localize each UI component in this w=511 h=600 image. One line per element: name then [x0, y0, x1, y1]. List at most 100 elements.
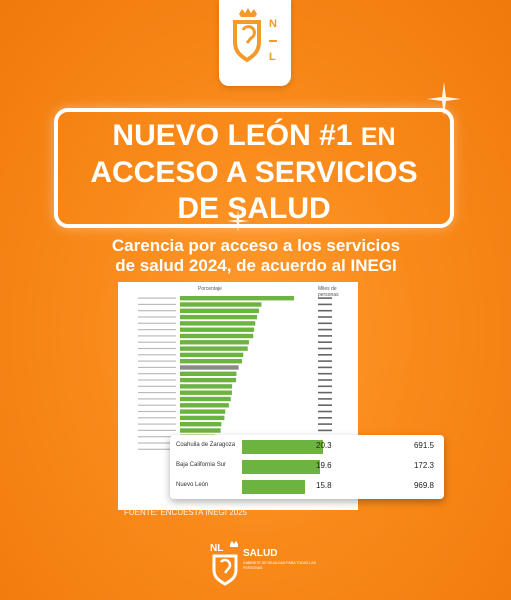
background-bar — [180, 428, 221, 433]
headline-line3: DE SALUD — [177, 192, 331, 225]
bar-coahuila — [242, 440, 324, 454]
background-row-miles — [318, 335, 332, 337]
background-row-label — [138, 303, 176, 305]
background-row-label — [138, 335, 176, 337]
headline-line1-suffix: EN — [360, 123, 396, 151]
footer-tagline: GABINETE DE IGUALDAD PARA TODAS LAS PERS… — [243, 561, 316, 570]
background-bar — [180, 302, 262, 307]
background-row-label — [138, 310, 176, 312]
state-name-nl: Nuevo León — [176, 482, 209, 488]
source-note: FUENTE: ENCUESTA INEGI 2025 — [124, 508, 247, 517]
zoomed-comparison-table: Coahuila de Zaragoza 20.3 691.5 Baja Cal… — [170, 435, 444, 499]
nl-shield-icon: N L — [233, 8, 277, 63]
background-row-miles — [318, 354, 332, 356]
background-row-miles — [318, 316, 332, 318]
background-bar — [180, 365, 239, 370]
background-row-label — [138, 417, 176, 419]
background-bar — [180, 296, 294, 301]
salud-logo: NL — [208, 540, 318, 586]
background-row-miles — [318, 372, 332, 375]
header-porcentaje: Porcentaje — [198, 286, 222, 292]
miles-nl: 969.8 — [413, 481, 434, 490]
background-row-label — [138, 297, 176, 299]
headline-box: NUEVO LEÓN #1 EN ACCESO A SERVICIOS DE S… — [54, 108, 454, 228]
sparkle-icon — [227, 210, 249, 232]
headline-line1: NUEVO LEÓN #1 EN — [58, 118, 450, 155]
footer-dept: SALUD — [243, 548, 278, 559]
zoom-row-nl: Nuevo León 15.8 969.8 — [170, 477, 444, 497]
state-name-coahuila: Coahuila de Zaragoza — [176, 442, 236, 448]
background-row-label — [138, 410, 176, 413]
bar-nl — [242, 480, 306, 494]
background-bar — [180, 403, 229, 408]
nl-logo-tab: N L — [219, 0, 291, 86]
headline-line2: ACCESO A SERVICIOS — [90, 156, 418, 189]
nl-salud-shield-icon: NL — [210, 541, 238, 586]
background-row-label — [138, 392, 176, 394]
background-row-miles — [318, 360, 332, 362]
background-row-miles — [318, 417, 332, 419]
background-bar — [180, 314, 257, 320]
background-row-miles — [318, 328, 332, 331]
subtitle-line1: Carencia por acceso a los servicios — [111, 236, 401, 255]
value-bcs: 19.6 — [316, 461, 332, 470]
background-row-label — [138, 442, 176, 444]
background-bar — [180, 321, 256, 326]
background-row-label — [138, 366, 176, 368]
background-bar — [180, 352, 244, 358]
background-row-label — [138, 423, 176, 425]
value-coahuila: 20.3 — [316, 441, 332, 450]
background-bar — [180, 415, 225, 421]
footer-brand: NL — [210, 543, 223, 554]
svg-text:L: L — [269, 51, 276, 63]
background-row-label — [138, 347, 176, 350]
background-bar — [180, 396, 231, 402]
background-bar — [180, 422, 222, 427]
background-row-miles — [318, 385, 332, 388]
background-row-miles — [318, 423, 332, 425]
background-row-miles — [318, 341, 332, 343]
background-row-label — [138, 341, 176, 343]
background-row-miles — [318, 366, 332, 369]
background-row-label — [138, 429, 176, 431]
background-row-miles — [318, 391, 332, 394]
background-bar — [180, 377, 237, 383]
background-row-miles — [318, 379, 332, 381]
background-bar — [180, 346, 248, 351]
background-row-miles — [318, 322, 332, 325]
background-row-miles — [318, 398, 332, 400]
state-name-bcs: Baja California Sur — [176, 462, 227, 468]
zoom-row-coahuila: Coahuila de Zaragoza 20.3 691.5 — [170, 437, 444, 457]
background-bar — [180, 371, 237, 376]
background-row-label — [138, 316, 176, 318]
background-row-miles — [318, 410, 332, 413]
sparkle-icon — [427, 82, 461, 116]
background-row-miles — [318, 347, 332, 350]
background-row-miles — [318, 303, 332, 306]
background-bar — [180, 327, 255, 332]
background-row-label — [138, 329, 176, 331]
background-row-label — [138, 379, 176, 381]
background-bar — [180, 390, 232, 395]
background-row-miles — [318, 429, 332, 432]
background-row-label — [138, 322, 176, 324]
headline-line1-main: NUEVO LEÓN #1 — [112, 119, 353, 152]
background-row-miles — [318, 404, 332, 406]
background-bar — [180, 384, 233, 389]
background-row-label — [138, 354, 176, 356]
subtitle: Carencia por acceso a los servicios de s… — [60, 236, 452, 276]
bar-bcs — [242, 460, 321, 474]
miles-coahuila: 691.5 — [413, 441, 434, 450]
miles-bcs: 172.3 — [413, 461, 434, 470]
header-miles: Miles de personas — [318, 286, 339, 298]
svg-text:N: N — [269, 18, 277, 30]
background-bar — [180, 308, 260, 313]
background-row-label — [138, 360, 176, 362]
background-bar — [180, 409, 226, 414]
background-bar — [180, 340, 249, 345]
background-row-label — [138, 448, 176, 450]
background-row-label — [138, 398, 176, 400]
subtitle-line2: de salud 2024, de acuerdo al INEGI — [115, 256, 397, 275]
background-bar — [180, 333, 254, 339]
background-row-label — [138, 385, 176, 387]
